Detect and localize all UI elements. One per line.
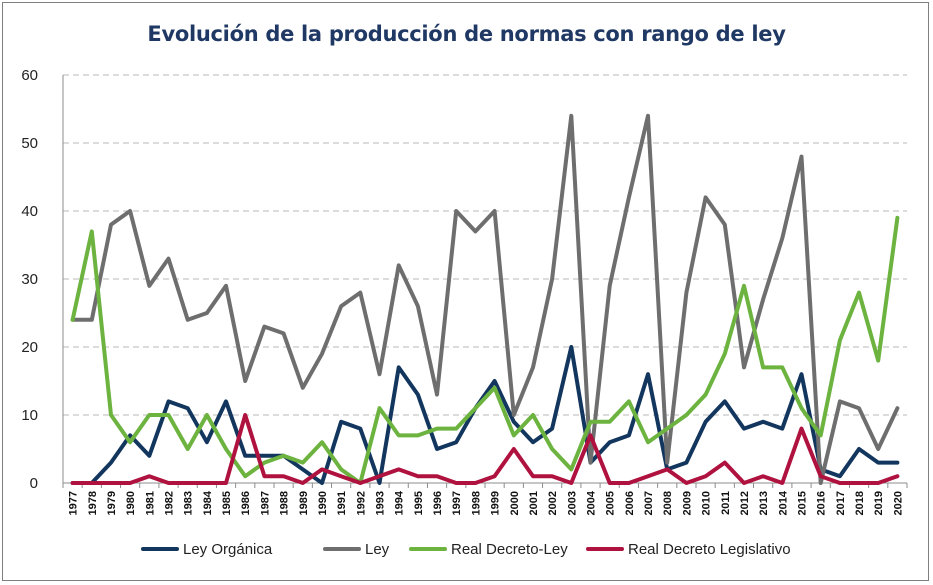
x-tick-label: 2019	[873, 491, 885, 515]
series-line-0	[70, 345, 900, 485]
x-tick-label: 1992	[355, 491, 367, 515]
series-lines	[70, 113, 900, 485]
series-line-2	[70, 215, 900, 485]
y-tick-label: 40	[21, 203, 38, 220]
x-tick-label: 1989	[298, 491, 310, 515]
x-tick-label: 1980	[125, 491, 137, 515]
y-tick-label: 50	[21, 135, 38, 152]
x-tick-label: 2013	[758, 491, 770, 515]
x-tick-label: 1988	[279, 491, 291, 515]
x-tick-label: 1991	[336, 491, 348, 515]
x-tick-label: 1987	[259, 491, 271, 515]
x-tick-label: 2008	[662, 491, 674, 515]
x-tick-label: 1996	[432, 491, 444, 515]
x-tick-label: 2003	[566, 491, 578, 515]
x-tick-label: 2011	[720, 491, 732, 515]
x-tick-label: 2017	[835, 491, 847, 515]
x-axis-ticks: 1977 1978 1979 1980 1981 1982 1983 1984 1985 1986…	[68, 490, 905, 515]
x-tick-label: 2006	[624, 491, 636, 515]
x-tick-label: 1990	[317, 491, 329, 515]
x-tick-label: 2016	[816, 491, 828, 515]
x-tick-label: 1999	[490, 491, 502, 515]
series-line-3	[70, 413, 900, 485]
x-tick-label: 1979	[106, 491, 118, 515]
y-tick-label: 60	[21, 67, 38, 84]
x-tick-label: 1977	[68, 491, 80, 515]
y-axis-ticks: 0 10 20 30 40 50 60	[21, 67, 38, 492]
x-tick-label: 1986	[240, 491, 252, 515]
legend-label-2: Real Decreto-Ley	[451, 541, 568, 558]
legend-label-3: Real Decreto Legislativo	[628, 541, 791, 558]
x-tick-label: 2012	[739, 491, 751, 515]
x-tick-label: 1985	[221, 491, 233, 515]
x-tick-label: 2000	[509, 491, 521, 515]
y-tick-label: 10	[21, 407, 38, 424]
legend-label-0: Ley Orgánica	[183, 541, 273, 558]
x-tick-label: 1983	[183, 491, 195, 515]
chart-title: Evolución de la producción de normas con…	[147, 22, 786, 46]
x-tick-label: 2004	[586, 490, 598, 515]
x-tick-label: 2015	[797, 491, 809, 515]
y-tick-label: 0	[30, 475, 38, 492]
legend-label-1: Ley	[365, 541, 390, 558]
x-tick-label: 1994	[394, 490, 406, 515]
x-tick-label: 2009	[681, 491, 693, 515]
x-tick-label: 2014	[777, 490, 789, 515]
x-tick-label: 2002	[547, 491, 559, 515]
grid-lines	[63, 74, 907, 416]
x-tick-label: 2005	[605, 491, 617, 515]
legend: Ley Orgánica Ley Real Decreto-Ley Real Decr…	[141, 541, 791, 558]
x-tick-label: 1978	[87, 491, 99, 515]
x-tick-label: 2018	[854, 491, 866, 515]
x-tick-label: 1981	[144, 491, 156, 515]
x-tick-label: 1984	[202, 490, 214, 515]
series-line-1	[70, 113, 900, 485]
x-tick-label: 1993	[375, 491, 387, 515]
y-tick-label: 20	[21, 339, 38, 356]
x-tick-label: 1995	[413, 491, 425, 515]
x-tick-label: 1982	[164, 491, 176, 515]
x-tick-label: 2010	[701, 491, 713, 515]
x-tick-label: 2007	[643, 491, 655, 515]
x-tick-label: 1997	[451, 491, 463, 515]
x-tick-label: 2020	[892, 491, 904, 515]
y-tick-label: 30	[21, 271, 38, 288]
x-tick-label: 1998	[470, 491, 482, 515]
x-tick-label: 2001	[528, 491, 540, 515]
